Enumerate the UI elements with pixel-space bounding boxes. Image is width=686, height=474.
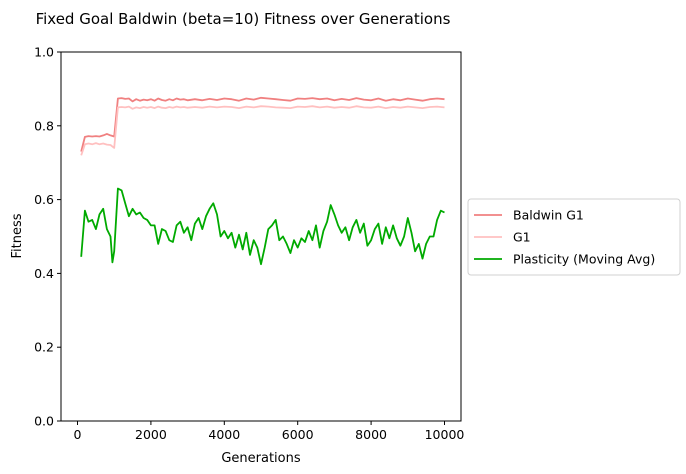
x-tick-label: 0 [74, 427, 82, 442]
y-tick-label: 0.8 [34, 118, 54, 133]
legend: Baldwin G1 G1 Plasticity (Moving Avg) [467, 198, 681, 276]
y-axis-label: Fitness [10, 213, 25, 258]
series-line-3 [80, 187, 445, 266]
legend-frame [467, 198, 681, 276]
legend-label: G1 [513, 230, 531, 245]
x-tick-label: 8000 [355, 427, 387, 442]
y-tick-label: 0.2 [34, 340, 54, 355]
chart-title: Fixed Goal Baldwin (beta=10) Fitness ove… [36, 10, 451, 28]
y-axis: 0.0 0.2 0.4 0.6 0.8 1.0 [34, 45, 61, 429]
x-axis-label: Generations [221, 451, 301, 466]
x-tick-label: 6000 [282, 427, 314, 442]
x-tick-label: 10000 [425, 427, 465, 442]
plot-frame [60, 51, 462, 422]
plot-lines [80, 96, 445, 266]
legend-label: Baldwin G1 [513, 208, 584, 223]
series-line-2 [80, 105, 445, 156]
x-axis: 0 2000 4000 6000 8000 10000 [74, 421, 465, 442]
y-tick-label: 1.0 [34, 45, 54, 60]
y-tick-label: 0.4 [34, 266, 54, 281]
legend-label: Plasticity (Moving Avg) [513, 252, 655, 267]
series-line-1 [80, 96, 445, 152]
x-tick-label: 4000 [208, 427, 240, 442]
x-tick-label: 2000 [135, 427, 167, 442]
y-tick-label: 0.0 [34, 414, 54, 429]
y-tick-label: 0.6 [34, 192, 54, 207]
